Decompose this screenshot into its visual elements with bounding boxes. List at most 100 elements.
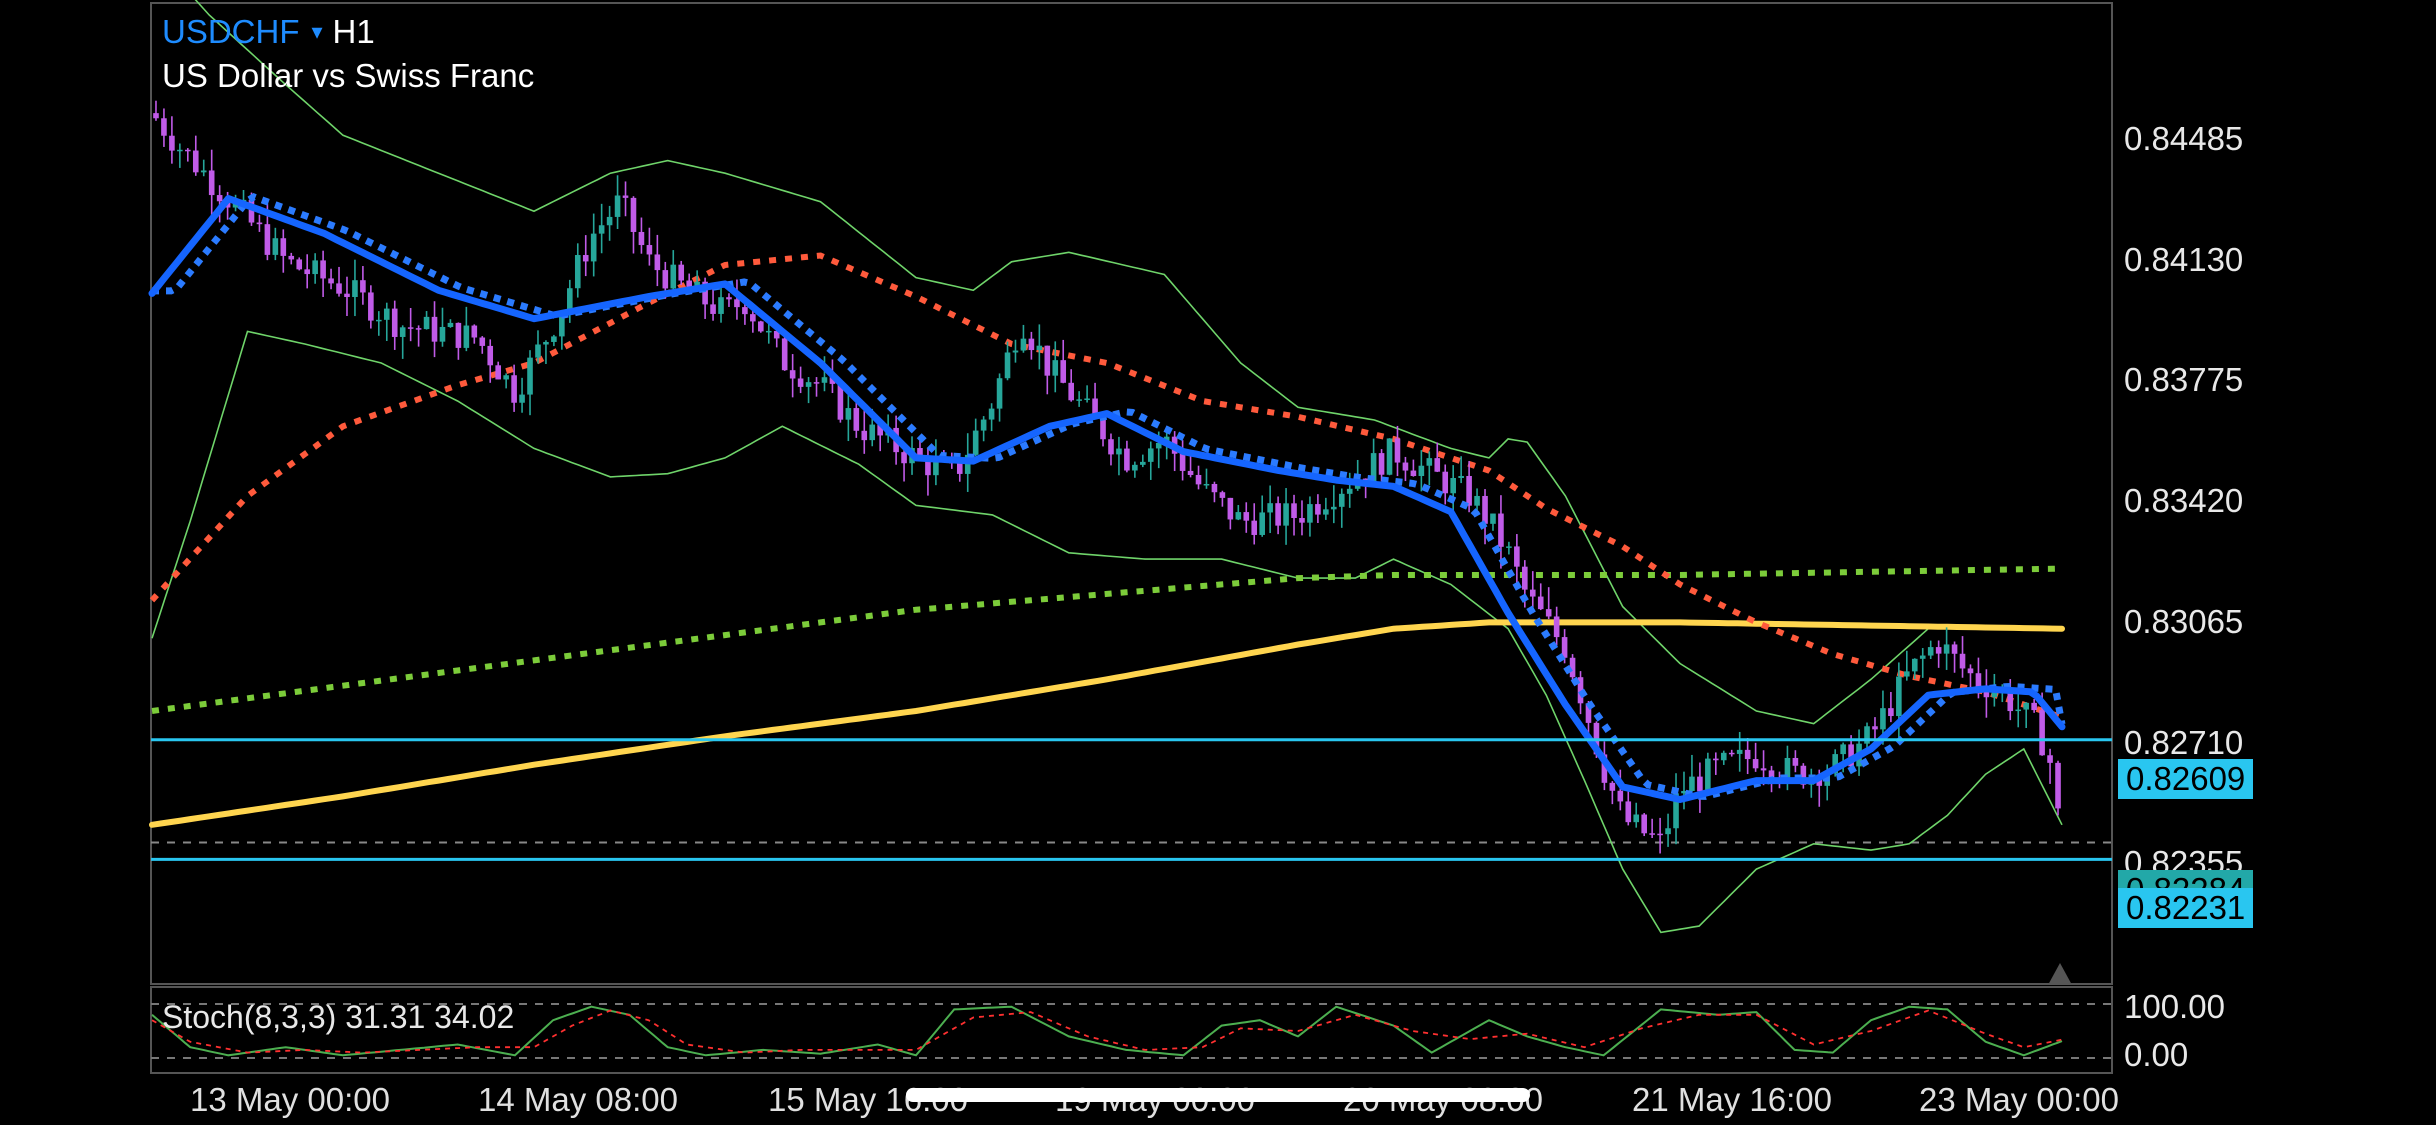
candle-body xyxy=(574,255,581,289)
candle-body xyxy=(1482,495,1488,524)
candle-body xyxy=(1474,495,1480,506)
candle-body xyxy=(829,377,836,384)
candle-body xyxy=(805,382,812,387)
candle-body xyxy=(1705,758,1711,792)
candle-body xyxy=(1919,655,1926,659)
bollinger-upper-band xyxy=(194,0,2062,725)
candle-body xyxy=(1331,506,1337,510)
candle-body xyxy=(1458,475,1464,479)
home-indicator[interactable] xyxy=(906,1088,1530,1102)
candle-body xyxy=(1203,483,1210,486)
candle-body xyxy=(1028,338,1035,351)
candle-body xyxy=(1657,833,1663,836)
price-axis-label: 0.83420 xyxy=(2124,482,2244,519)
candle-body xyxy=(1975,673,1982,687)
candle-body xyxy=(1728,752,1735,755)
candle-body xyxy=(901,452,907,464)
candle-body xyxy=(1768,770,1775,779)
candle-body xyxy=(1514,546,1520,567)
candle-body xyxy=(1697,776,1703,792)
hline-price-badge-upper[interactable]: 0.82609 xyxy=(2118,759,2254,799)
candle-body xyxy=(1036,345,1043,351)
candle-body xyxy=(1872,726,1878,730)
candle-body xyxy=(368,292,374,321)
candle-body xyxy=(988,408,995,420)
candle-body xyxy=(1959,653,1966,669)
candle-body xyxy=(750,314,756,322)
candle-body xyxy=(312,260,318,275)
candle-body xyxy=(1235,512,1242,520)
candle-body xyxy=(1896,676,1902,717)
candle-body xyxy=(153,113,159,119)
hline-price-badge-lower[interactable]: 0.82231 xyxy=(2118,888,2254,928)
stoch-signal-line xyxy=(151,1009,2063,1054)
time-axis-label: 23 May 00:00 xyxy=(1919,1081,2119,1118)
candle-body xyxy=(742,307,748,315)
symbol-name[interactable]: USDCHF xyxy=(162,13,300,50)
candle-body xyxy=(256,222,263,225)
candle-body xyxy=(1251,520,1258,535)
candle-body xyxy=(1386,438,1393,475)
candle-body xyxy=(352,280,358,298)
candle-body xyxy=(344,293,350,298)
candle-body xyxy=(559,310,565,337)
candle-body xyxy=(1609,782,1616,791)
time-axis-label: 14 May 08:00 xyxy=(478,1081,678,1118)
candle-body xyxy=(1529,589,1536,597)
candle-body xyxy=(1442,471,1449,494)
candle-body xyxy=(1673,793,1679,829)
candle-body xyxy=(1402,462,1409,471)
candle-body xyxy=(734,299,740,308)
candle-body xyxy=(1537,596,1544,610)
candle-body xyxy=(1888,708,1894,717)
candle-body xyxy=(1147,448,1154,462)
candle-body xyxy=(590,233,597,262)
candle-body xyxy=(543,341,549,345)
candle-body xyxy=(821,377,828,383)
candle-body xyxy=(280,238,287,256)
candle-body xyxy=(702,281,708,305)
candle-body xyxy=(1601,754,1608,783)
candle-body xyxy=(527,357,533,395)
candle-body xyxy=(208,170,215,196)
candlesticks xyxy=(153,100,2061,854)
candle-body xyxy=(1418,465,1425,477)
candle-body xyxy=(1450,478,1456,494)
price-axis-label: 0.83775 xyxy=(2124,361,2244,398)
moving-averages xyxy=(149,252,2065,828)
candle-body xyxy=(407,327,414,329)
candle-body xyxy=(1577,677,1584,704)
candle-body xyxy=(216,195,223,202)
symbol-header[interactable]: USDCHF ▾ H1 xyxy=(162,12,375,52)
candle-body xyxy=(1060,360,1067,383)
candle-body xyxy=(781,338,788,371)
chart-shift-marker[interactable] xyxy=(2048,963,2072,985)
symbol-dropdown-icon[interactable]: ▾ xyxy=(311,19,323,44)
stochastic-lines xyxy=(151,1005,2063,1057)
candle-body xyxy=(789,370,796,379)
timeframe-label[interactable]: H1 xyxy=(332,13,375,50)
candle-body xyxy=(630,197,637,232)
candle-body xyxy=(861,430,868,441)
main-chart-frame xyxy=(150,2,2113,985)
candle-body xyxy=(161,118,167,136)
candle-body xyxy=(758,321,764,332)
candle-body xyxy=(177,149,183,152)
candle-body xyxy=(272,238,279,255)
stoch-panel-frame xyxy=(150,986,2113,1074)
candle-body xyxy=(391,308,398,337)
price-axis-label: 0.82710 xyxy=(2124,724,2244,761)
candle-body xyxy=(1649,833,1655,835)
candle-body xyxy=(399,327,406,337)
candle-body xyxy=(1132,464,1138,471)
candle-body xyxy=(551,336,557,342)
candle-body xyxy=(169,135,175,151)
candle-body xyxy=(1299,518,1305,523)
candle-body xyxy=(1641,814,1647,834)
candle-body xyxy=(1315,504,1321,515)
candle-body xyxy=(567,288,573,311)
candle-body xyxy=(1967,668,1974,674)
candle-body xyxy=(877,424,883,436)
horizontal-lines[interactable] xyxy=(151,738,2112,861)
